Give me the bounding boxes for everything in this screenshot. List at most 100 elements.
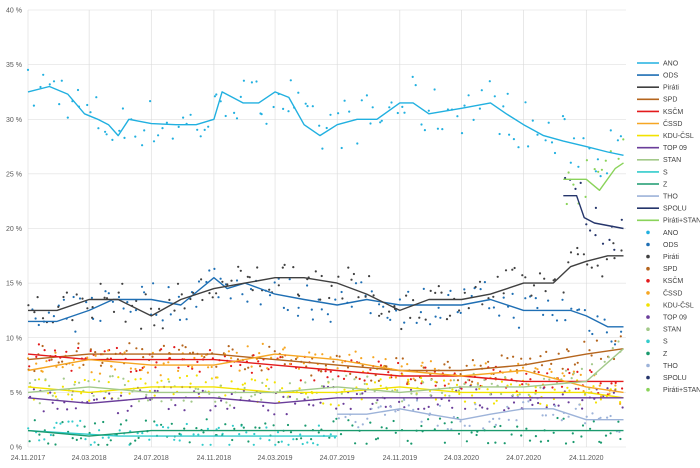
poll-dot — [292, 438, 295, 441]
poll-dot — [449, 379, 452, 382]
poll-dot — [250, 371, 253, 374]
poll-dot — [196, 128, 199, 131]
series-line — [27, 429, 338, 437]
poll-dot — [238, 433, 241, 436]
poll-dot — [42, 73, 45, 76]
poll-dot — [478, 107, 481, 110]
poll-dot — [373, 381, 377, 384]
poll-dot — [307, 403, 311, 406]
poll-dot — [370, 379, 373, 382]
poll-dot — [286, 423, 290, 427]
poll-dot — [482, 427, 485, 430]
poll-dot — [490, 382, 493, 385]
poll-dot — [569, 251, 573, 254]
poll-dot — [511, 394, 514, 397]
poll-dot — [534, 386, 537, 389]
poll-dot — [53, 392, 56, 395]
poll-dot — [149, 398, 152, 401]
poll-dot — [394, 388, 397, 391]
poll-dot — [379, 121, 382, 124]
poll-dot — [183, 409, 186, 412]
poll-dot — [479, 364, 482, 367]
poll-dot — [599, 357, 603, 360]
poll-dot — [375, 401, 378, 404]
poll-dot — [459, 311, 462, 314]
poll-dot — [463, 288, 466, 291]
poll-dot — [174, 404, 177, 407]
poll-dot — [570, 307, 573, 310]
poll-dot — [464, 407, 467, 410]
poll-dot — [463, 291, 466, 294]
poll-dot — [152, 282, 155, 285]
poll-dot — [197, 280, 201, 283]
poll-dot — [397, 361, 400, 365]
poll-dot — [259, 303, 262, 306]
poll-dot — [521, 274, 524, 277]
poll-dot — [427, 109, 430, 112]
poll-dot — [476, 383, 479, 386]
poll-dot — [109, 375, 112, 378]
poll-dot — [500, 354, 503, 357]
poll-dot — [265, 426, 268, 429]
legend-dot-swatch — [646, 375, 650, 380]
poll-dot — [231, 424, 234, 427]
poll-dot — [143, 291, 146, 294]
poll-dot — [215, 292, 218, 295]
series-line — [27, 386, 624, 399]
poll-dot — [417, 407, 420, 411]
poll-dot — [117, 376, 120, 379]
poll-dot — [478, 280, 482, 283]
x-tick-label: 24.03.2019 — [258, 455, 293, 462]
poll-dot — [429, 289, 432, 292]
poll-dot — [350, 359, 353, 362]
poll-dot — [127, 380, 130, 383]
y-tick-label: 15 % — [6, 281, 22, 288]
poll-dot — [599, 398, 603, 401]
poll-dot — [443, 379, 446, 382]
poll-dot — [361, 423, 364, 426]
poll-dot — [486, 407, 489, 410]
poll-dot — [148, 438, 151, 441]
poll-dot — [321, 147, 324, 150]
poll-dot — [145, 393, 148, 396]
poll-dot — [54, 351, 57, 354]
poll-dot — [149, 100, 152, 103]
poll-dot — [343, 388, 346, 391]
poll-dot — [560, 419, 563, 422]
poll-dot — [208, 292, 211, 295]
poll-dot — [566, 386, 569, 389]
poll-dot — [161, 319, 164, 322]
poll-dot — [298, 387, 301, 390]
poll-dot — [129, 370, 132, 373]
poll-dot — [567, 401, 570, 404]
poll-dot — [333, 436, 336, 439]
poll-dot — [620, 330, 623, 333]
poll-dot — [93, 378, 96, 381]
poll-dot — [487, 442, 490, 445]
poll-dot — [405, 294, 408, 297]
poll-dot — [250, 81, 253, 84]
poll-dot — [567, 415, 570, 418]
poll-dot — [51, 401, 54, 404]
poll-dot — [429, 323, 432, 326]
poll-dot — [153, 420, 156, 423]
poll-dot — [341, 361, 344, 364]
poll-dot — [532, 284, 536, 287]
poll-dot — [103, 296, 106, 299]
poll-dot — [314, 270, 317, 273]
poll-dot — [200, 354, 203, 358]
poll-dot — [296, 356, 299, 359]
poll-dot — [456, 115, 459, 118]
poll-dot — [53, 426, 56, 429]
poll-dot — [369, 368, 372, 371]
poll-dot — [563, 374, 566, 377]
poll-dot — [471, 359, 474, 362]
poll-dot — [507, 407, 510, 410]
poll-dot — [608, 238, 611, 241]
poll-dot — [156, 424, 159, 427]
poll-dot — [415, 399, 419, 402]
poll-dot — [120, 391, 123, 394]
poll-dot — [259, 365, 262, 368]
poll-dot — [510, 433, 513, 436]
legend-label: ODS — [663, 242, 679, 249]
